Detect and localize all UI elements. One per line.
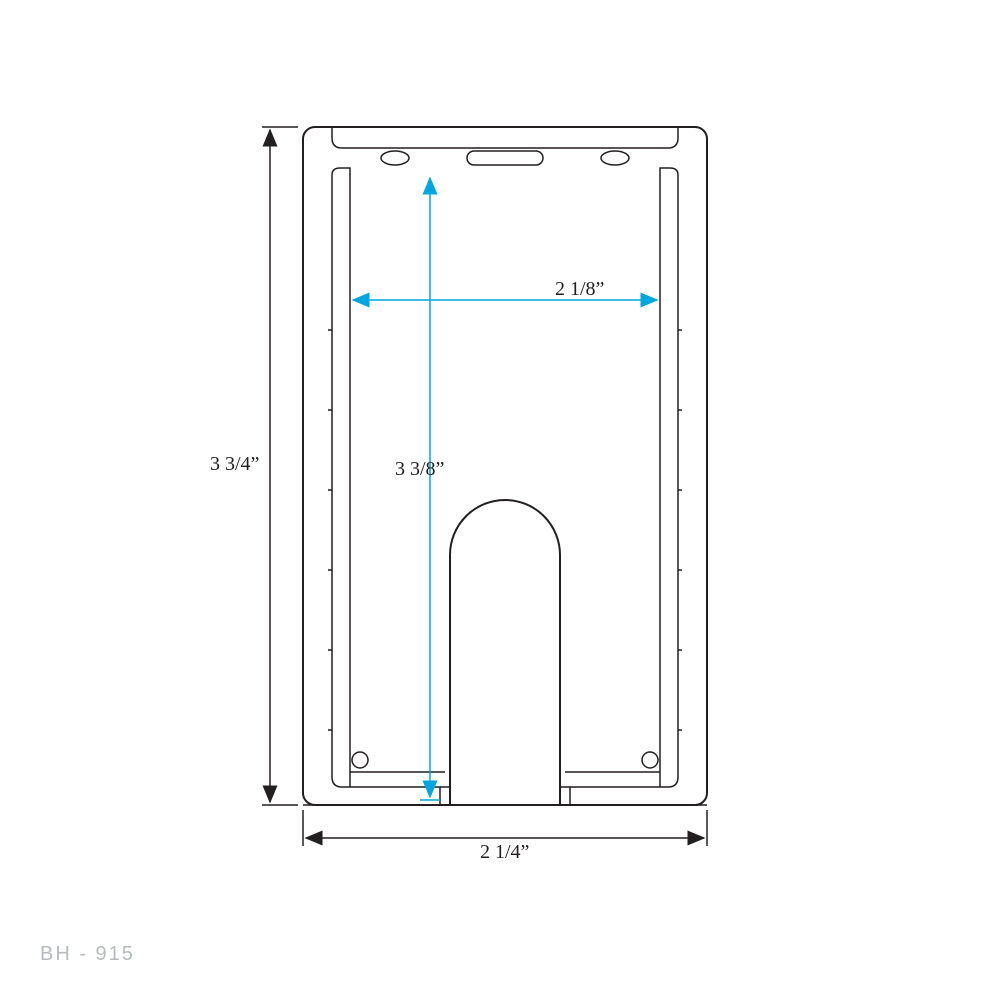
badge-holder-part xyxy=(303,127,707,805)
corner-hole-right xyxy=(642,752,658,768)
slot-center xyxy=(467,151,543,165)
rail-notches xyxy=(328,330,682,730)
dim-outer-width: 2 1/4” xyxy=(303,810,707,863)
dim-inner-width-label: 2 1/8” xyxy=(555,278,604,300)
dim-outer-width-label: 2 1/4” xyxy=(480,841,529,863)
thumb-cutout xyxy=(450,500,560,805)
slot-right xyxy=(601,151,629,165)
dim-inner-height-label: 3 3/8” xyxy=(395,458,444,480)
technical-drawing: 3 3/4” 2 1/4” 2 1/8” 3 3/8” BH - 915 xyxy=(0,0,1000,1000)
dim-inner-width: 2 1/8” xyxy=(353,278,657,300)
dim-inner-height: 3 3/8” xyxy=(395,178,444,800)
corner-hole-left xyxy=(352,752,368,768)
slot-left xyxy=(381,151,409,165)
dim-outer-height: 3 3/4” xyxy=(210,127,298,805)
dim-outer-height-label: 3 3/4” xyxy=(210,453,259,475)
part-number: BH - 915 xyxy=(40,943,135,965)
